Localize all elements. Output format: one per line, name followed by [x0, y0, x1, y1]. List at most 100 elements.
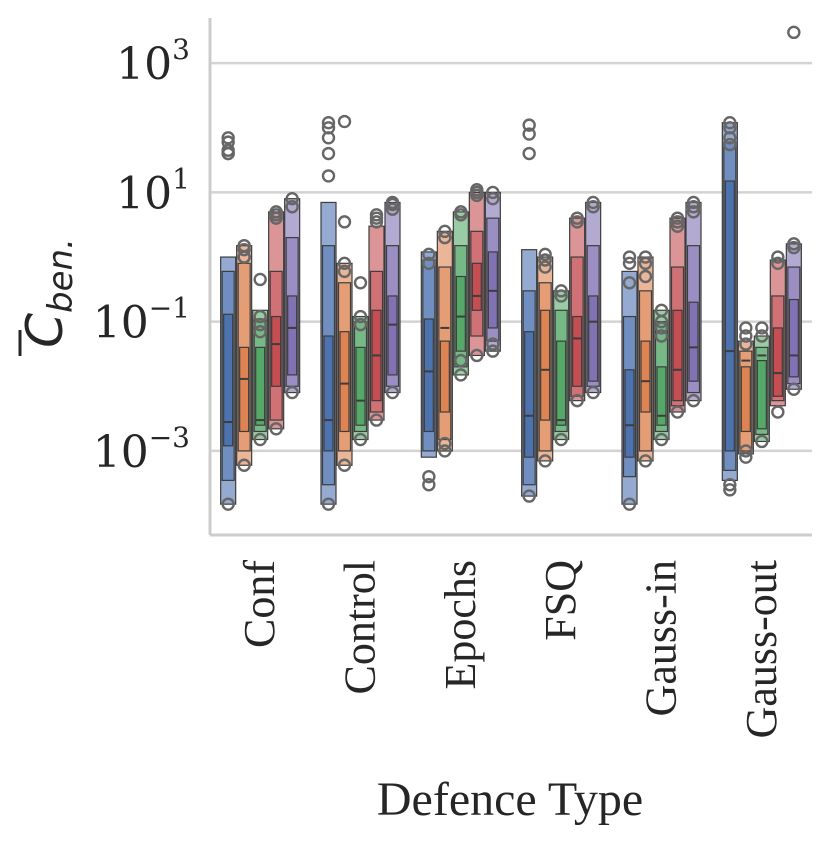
outlier-point: [237, 242, 251, 257]
box-conf-3: [252, 272, 269, 447]
box-level-3: [588, 295, 599, 382]
outlier-point: [622, 276, 637, 290]
outlier-point: [538, 253, 552, 267]
outlier-point: [787, 25, 801, 40]
box-epochs-4: [468, 183, 485, 363]
outlier-point: [522, 127, 536, 141]
outlier-point: [237, 458, 251, 472]
box-level-3: [355, 346, 366, 426]
x-tick-label-control: Control: [336, 560, 385, 694]
outlier-point: [638, 269, 653, 284]
outlier-point: [638, 256, 653, 271]
outlier-point: [321, 115, 336, 130]
box-gauss-in-5: [685, 195, 702, 408]
box-level-3: [524, 331, 535, 458]
outlier-point: [353, 309, 368, 324]
y-axis-title: Cben.: [16, 238, 81, 356]
outlier-point: [337, 256, 352, 271]
outlier-point: [422, 256, 436, 271]
outlier-point: [670, 405, 685, 419]
outlier-point: [723, 137, 737, 152]
outlier-point: [385, 197, 400, 212]
outlier-point: [755, 329, 769, 343]
outlier-point: [438, 436, 452, 451]
box-level-3: [572, 315, 583, 387]
y-tick-base: 10: [93, 298, 149, 349]
outlier-point: [470, 348, 484, 363]
y-tick-exponent: −3: [149, 421, 190, 454]
group-epochs: [420, 183, 501, 492]
outlier-point: [253, 309, 267, 324]
box-fsq-3: [553, 284, 570, 447]
box-gauss-out-4: [769, 250, 786, 419]
outlier-point: [739, 337, 753, 351]
outlier-point: [755, 434, 769, 449]
outlier-point: [237, 250, 251, 264]
box-control-3: [352, 276, 369, 447]
outlier-point: [739, 321, 753, 335]
box-level-3: [223, 313, 234, 447]
outlier-point: [538, 247, 552, 262]
outlier-point: [522, 489, 536, 503]
outlier-point: [486, 191, 500, 206]
box-level-3: [471, 262, 482, 311]
outlier-point: [522, 146, 536, 161]
y-tick-label-2: 10−1: [93, 292, 190, 349]
outlier-point: [554, 289, 568, 303]
box-level-3: [556, 340, 567, 426]
box-level-3: [672, 309, 683, 402]
outlier-point: [654, 314, 669, 329]
outlier-point: [586, 200, 600, 214]
box-level-3: [339, 331, 350, 433]
outlier-point: [686, 393, 701, 408]
outlier-point: [269, 211, 283, 225]
box-level-3: [255, 346, 266, 426]
outlier-point: [654, 432, 669, 447]
box-epochs-3: [452, 205, 469, 382]
box-level-3: [688, 301, 699, 382]
outlier-point: [385, 202, 400, 216]
outlier-point: [654, 329, 669, 343]
box-gauss-out-3: [753, 321, 770, 449]
x-tick-labels: Conf Control Epochs FSQ Gauss-in Gauss-out: [235, 560, 786, 739]
outlier-point: [321, 146, 336, 161]
outlier-point: [771, 405, 785, 419]
box-fsq-2: [537, 247, 554, 468]
box-level-3: [323, 335, 334, 452]
outlier-point: [470, 188, 484, 203]
boxen-plot-area: [220, 25, 802, 511]
outlier-point: [723, 478, 737, 492]
box-gauss-in-3: [653, 303, 670, 447]
box-conf-2: [236, 238, 253, 472]
y-tick-exponent: −1: [149, 292, 190, 325]
box-fsq-1: [521, 118, 538, 503]
box-level-3: [624, 369, 635, 458]
outlier-point: [723, 483, 737, 497]
outlier-point: [486, 185, 500, 200]
x-tick-label-epochs: Epochs: [436, 560, 485, 690]
outlier-point: [321, 169, 336, 183]
outlier-point: [422, 247, 436, 262]
outlier-point: [771, 256, 785, 271]
outlier-point: [586, 195, 600, 210]
outlier-point: [654, 321, 669, 335]
outlier-point: [787, 240, 801, 255]
outlier-point: [739, 329, 753, 343]
outlier-point: [353, 317, 368, 332]
outlier-point: [253, 272, 267, 287]
group-fsq: [521, 118, 602, 503]
outlier-point: [638, 250, 653, 264]
box-level-3: [724, 180, 735, 452]
box-fsq-5: [585, 195, 602, 400]
box-gauss-out-2: [737, 321, 754, 464]
box-level-3: [740, 366, 751, 433]
outlier-point: [253, 432, 267, 447]
box-level-3: [540, 309, 551, 421]
box-level-3: [423, 318, 434, 433]
outlier-point: [438, 444, 452, 458]
outlier-point: [285, 385, 299, 400]
outlier-point: [723, 131, 737, 145]
outlier-point: [486, 344, 500, 358]
outlier-point: [787, 382, 801, 396]
